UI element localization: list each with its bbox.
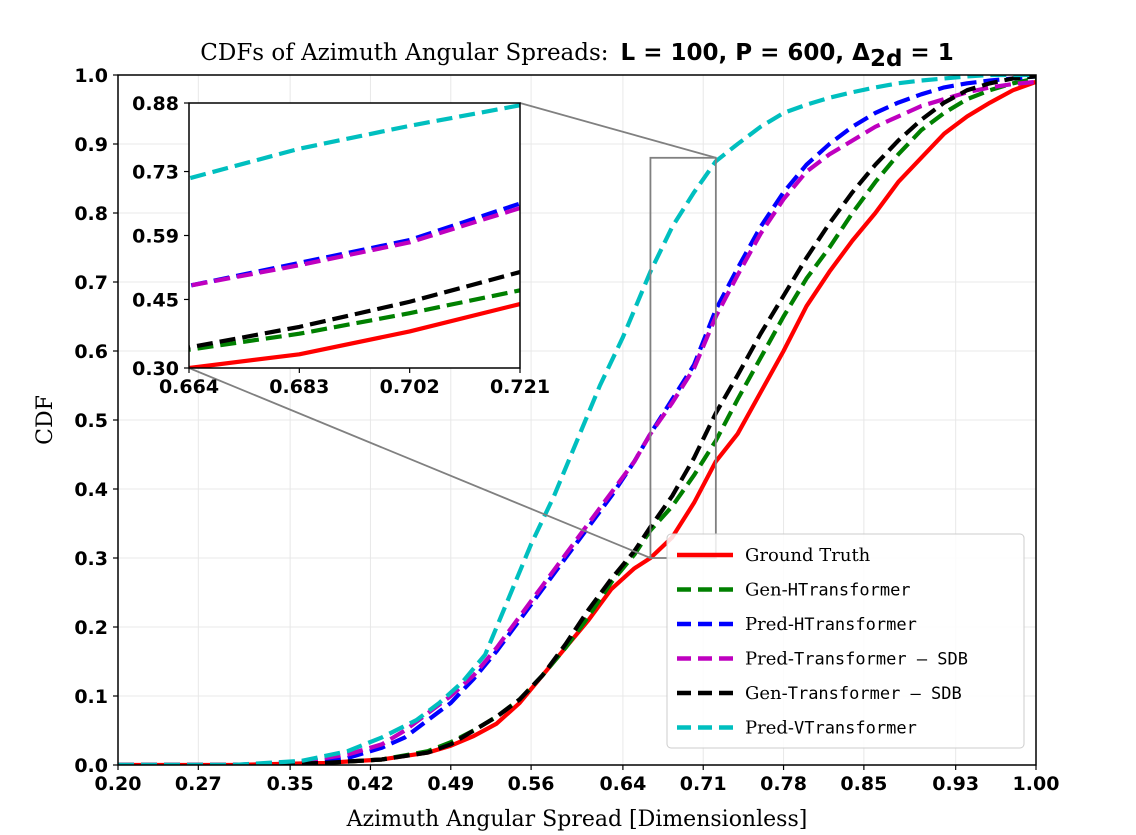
x-tick-label: 0.35	[267, 773, 314, 795]
inset-background	[189, 103, 520, 368]
x-tick-label: 1.00	[1013, 773, 1060, 795]
inset-x-tick-label: 0.683	[269, 376, 329, 398]
x-tick-label: 0.20	[95, 773, 142, 795]
y-tick-label: 0.9	[74, 134, 108, 156]
y-tick-label: 0.7	[74, 272, 108, 294]
inset-y-tick-label: 0.88	[132, 93, 179, 115]
chart-title-suffix: = 1	[902, 40, 953, 66]
y-tick-label: 0.2	[74, 617, 108, 639]
inset-x-tick-label: 0.721	[490, 376, 550, 398]
inset-ticks: 0.664 0.683 0.702 0.721 0.30 0.45 0.59 0.73 0.88	[132, 93, 550, 398]
y-axis-label: CDF	[33, 395, 58, 445]
inset-series-line-pred-transformer-sdb	[189, 205, 520, 288]
inset-y-tick-label: 0.59	[132, 226, 179, 248]
inset-y-tick-label: 0.45	[132, 289, 179, 311]
chart-title-params: L = 100, P = 600, Δ	[621, 40, 871, 66]
legend-label-ground-truth: Ground Truth	[745, 545, 871, 566]
legend: Ground Truth Gen-HTransformer Pred-HTransf…	[666, 533, 1025, 749]
legend-label-pred-htransformer: Pred-HTransformer	[745, 614, 917, 635]
inset-series-line-ground-truth	[189, 301, 520, 368]
inset-series-layer	[189, 103, 520, 368]
y-tick-label: 0.3	[74, 548, 108, 570]
chart-title: CDFs of Azimuth Angular Spreads: L = 100…	[200, 40, 953, 72]
y-tick-label: 0.0	[74, 755, 108, 777]
inset-y-tick-label: 0.30	[132, 358, 179, 380]
legend-label-pred-transformer-sdb: Pred-Transformer — SDB	[745, 649, 968, 670]
legend-box	[666, 533, 1025, 749]
x-tick-label: 0.64	[599, 773, 646, 795]
legend-label-pred-vtransformer: Pred-VTransformer	[745, 718, 917, 739]
zoom-region-box	[649, 156, 717, 559]
y-tick-label: 0.4	[74, 479, 108, 501]
inset-x-tick-label: 0.664	[159, 376, 219, 398]
main-ticks: 0.20 0.27 0.35 0.42 0.49 0.56 0.64 0.71 0.78 0.85…	[74, 65, 1059, 795]
x-tick-label: 0.71	[680, 773, 727, 795]
x-tick-label: 0.42	[347, 773, 394, 795]
y-tick-label: 0.1	[74, 686, 108, 708]
y-tick-label: 0.5	[74, 410, 108, 432]
x-tick-label: 0.27	[175, 773, 222, 795]
series-line-pred-vtransformer	[118, 75, 1036, 765]
legend-label-gen-transformer-sdb: Gen-Transformer — SDB	[745, 683, 962, 704]
series-line-gen-transformer-sdb	[118, 75, 1036, 765]
series-line-gen-htransformer	[118, 76, 1036, 765]
inset-y-tick-label: 0.73	[132, 162, 179, 184]
x-tick-label: 0.85	[840, 773, 887, 795]
x-tick-label: 0.56	[508, 773, 555, 795]
x-tick-label: 0.93	[932, 773, 979, 795]
x-tick-label: 0.49	[427, 773, 474, 795]
zoom-connector-bottom	[188, 367, 651, 559]
chart-title-prefix: CDFs of Azimuth Angular Spreads:	[200, 40, 608, 66]
x-tick-label: 0.78	[760, 773, 807, 795]
y-tick-label: 1.0	[74, 65, 108, 87]
series-line-ground-truth	[118, 79, 1036, 765]
y-tick-label: 0.6	[74, 341, 108, 363]
y-tick-label: 0.8	[74, 203, 108, 225]
inset-x-tick-label: 0.702	[380, 376, 440, 398]
zoom-connector-top	[519, 102, 717, 159]
chart-title-subscript: 2d	[870, 46, 902, 72]
main-series-layer	[118, 75, 1036, 765]
inset-series-line-pred-vtransformer	[189, 103, 520, 181]
x-axis-label: Azimuth Angular Spread [Dimensionless]	[346, 807, 808, 832]
legend-label-gen-htransformer: Gen-HTransformer	[745, 580, 911, 601]
